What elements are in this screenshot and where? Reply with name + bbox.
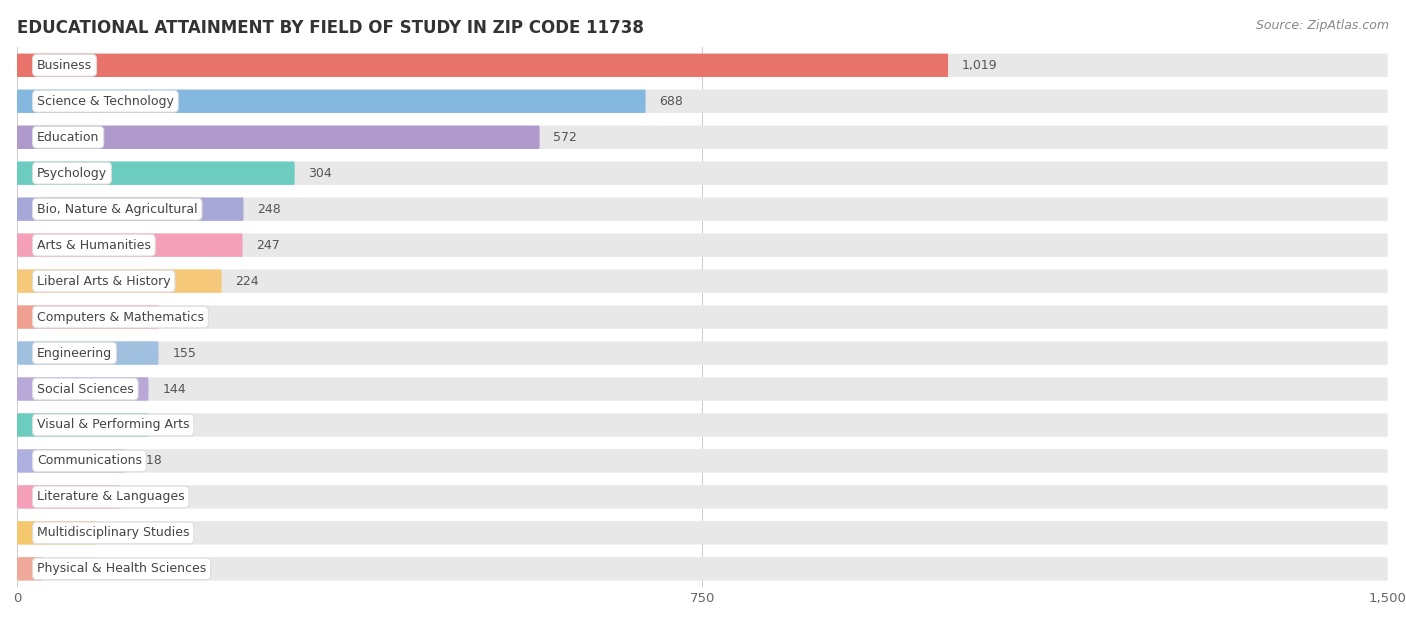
FancyBboxPatch shape [17,449,125,473]
FancyBboxPatch shape [17,269,222,293]
Text: Psychology: Psychology [37,167,107,180]
FancyBboxPatch shape [17,413,1388,437]
FancyBboxPatch shape [17,126,540,149]
Text: Education: Education [37,131,100,144]
FancyBboxPatch shape [17,198,243,221]
FancyBboxPatch shape [17,54,1388,77]
FancyBboxPatch shape [17,449,1388,473]
FancyBboxPatch shape [17,521,97,545]
Text: 248: 248 [257,203,281,216]
FancyBboxPatch shape [17,54,948,77]
Text: Liberal Arts & History: Liberal Arts & History [37,274,170,288]
FancyBboxPatch shape [17,305,159,329]
FancyBboxPatch shape [17,377,1388,401]
FancyBboxPatch shape [17,162,295,185]
Text: Social Sciences: Social Sciences [37,382,134,396]
FancyBboxPatch shape [17,521,1388,545]
Text: 224: 224 [235,274,259,288]
Text: 688: 688 [659,95,683,108]
FancyBboxPatch shape [17,126,1388,149]
Text: 572: 572 [554,131,578,144]
FancyBboxPatch shape [17,269,1388,293]
FancyBboxPatch shape [17,377,149,401]
Text: Computers & Mathematics: Computers & Mathematics [37,310,204,324]
Text: Business: Business [37,59,93,72]
FancyBboxPatch shape [17,90,1388,113]
FancyBboxPatch shape [17,90,645,113]
Text: 113: 113 [134,490,157,504]
FancyBboxPatch shape [17,341,159,365]
FancyBboxPatch shape [17,557,1388,581]
FancyBboxPatch shape [17,305,1388,329]
FancyBboxPatch shape [17,485,1388,509]
Text: Bio, Nature & Agricultural: Bio, Nature & Agricultural [37,203,198,216]
Text: 88: 88 [111,526,127,540]
FancyBboxPatch shape [17,557,42,581]
Text: Science & Technology: Science & Technology [37,95,174,108]
Text: 28: 28 [56,562,72,575]
FancyBboxPatch shape [17,233,243,257]
FancyBboxPatch shape [17,233,1388,257]
Text: 118: 118 [138,454,162,468]
Text: 155: 155 [173,346,195,360]
Text: 1,019: 1,019 [962,59,997,72]
Text: Physical & Health Sciences: Physical & Health Sciences [37,562,207,575]
Text: Literature & Languages: Literature & Languages [37,490,184,504]
Text: 155: 155 [173,310,195,324]
Text: Source: ZipAtlas.com: Source: ZipAtlas.com [1256,19,1389,32]
Text: 247: 247 [256,239,280,252]
Text: EDUCATIONAL ATTAINMENT BY FIELD OF STUDY IN ZIP CODE 11738: EDUCATIONAL ATTAINMENT BY FIELD OF STUDY… [17,19,644,37]
Text: 304: 304 [308,167,332,180]
FancyBboxPatch shape [17,341,1388,365]
Text: 144: 144 [162,382,186,396]
Text: 144: 144 [162,418,186,432]
Text: Arts & Humanities: Arts & Humanities [37,239,150,252]
FancyBboxPatch shape [17,413,149,437]
Text: Multidisciplinary Studies: Multidisciplinary Studies [37,526,190,540]
FancyBboxPatch shape [17,198,1388,221]
Text: Engineering: Engineering [37,346,112,360]
FancyBboxPatch shape [17,485,120,509]
FancyBboxPatch shape [17,162,1388,185]
Text: Visual & Performing Arts: Visual & Performing Arts [37,418,190,432]
Text: Communications: Communications [37,454,142,468]
